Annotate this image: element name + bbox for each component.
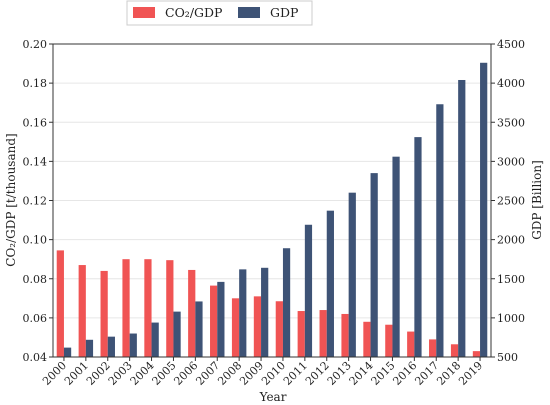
x-tick-label: 2019: [456, 359, 485, 388]
bar-co2-gdp: [363, 321, 371, 357]
bar-co2-gdp: [56, 250, 64, 357]
bar-gdp: [436, 104, 444, 357]
x-tick-label: 2014: [347, 359, 376, 388]
y-right-tick-label: 1000: [497, 312, 525, 325]
bar-co2-gdp: [188, 269, 196, 357]
bar-gdp: [173, 311, 181, 357]
bar-gdp: [85, 339, 94, 357]
bar-co2-gdp: [231, 298, 240, 357]
y-right-tick-label: 2500: [497, 195, 525, 208]
bar-gdp: [63, 347, 72, 357]
x-tick-label: 2011: [281, 359, 310, 388]
y-right-tick-label: 4500: [497, 38, 525, 51]
x-tick-label: 2007: [193, 359, 222, 388]
bar-co2-gdp: [144, 259, 152, 357]
x-tick-label: 2017: [412, 359, 441, 388]
legend-label-co2-gdp: CO₂/GDP: [165, 5, 222, 20]
y-left-tick-label: 0.16: [23, 116, 48, 129]
y-left-tick-label: 0.04: [23, 351, 48, 364]
bar-co2-gdp: [450, 344, 459, 357]
y-left-tick-label: 0.20: [23, 38, 48, 51]
x-tick-label: 2015: [369, 359, 398, 388]
y-left-tick-label: 0.18: [23, 77, 48, 90]
bar-gdp: [151, 322, 159, 357]
bar-co2-gdp: [253, 296, 262, 357]
y-right-tick-label: 3000: [497, 155, 525, 168]
bar-co2-gdp: [319, 310, 327, 357]
y-left-tick-label: 0.08: [23, 273, 48, 286]
bar-co2-gdp: [122, 259, 130, 357]
x-tick-label: 2002: [84, 359, 113, 388]
x-axis-title: Year: [259, 390, 287, 404]
legend-swatch-co2-gdp: [133, 7, 155, 18]
y-left-tick-label: 0.06: [23, 312, 48, 325]
y-left-tick-label: 0.10: [23, 234, 48, 247]
bar-co2-gdp: [407, 331, 415, 357]
bar-gdp: [282, 248, 291, 357]
bar-co2-gdp: [78, 265, 86, 357]
bar-gdp: [370, 173, 378, 357]
bar-co2-gdp: [429, 339, 437, 357]
x-tick-label: 2003: [106, 359, 135, 388]
x-tick-label: 2001: [62, 359, 91, 388]
bar-gdp: [348, 192, 356, 357]
legend-swatch-gdp: [238, 7, 260, 18]
x-tick-label: 2010: [259, 359, 288, 388]
bar-co2-gdp: [275, 301, 283, 357]
axes: 0.04 0.06 0.08 0.10 0.12 0.14 0.16 0.18 0.20 500 1…: [23, 38, 526, 388]
y-right-tick-label: 500: [497, 351, 518, 364]
legend: CO₂/GDP GDP: [126, 0, 313, 26]
bar-gdp: [414, 137, 422, 357]
bar-gdp: [480, 62, 488, 357]
grid: [53, 43, 491, 358]
bar-gdp: [107, 336, 115, 357]
bars: [56, 62, 488, 358]
y-left-tick-label: 0.12: [23, 195, 48, 208]
y-axis-left-title: CO₂/GDP [t/thousand]: [4, 133, 18, 266]
bar-co2-gdp: [385, 324, 393, 357]
legend-box: [126, 0, 313, 26]
x-tick-label: 2013: [325, 359, 354, 388]
x-tick-label: 2012: [303, 359, 332, 388]
x-tick-label: 2016: [390, 359, 419, 388]
y-right-tick-label: 4000: [497, 77, 525, 90]
bar-co2-gdp: [166, 260, 174, 357]
bar-gdp: [195, 301, 203, 357]
x-tick-label: 2006: [171, 359, 200, 388]
x-tick-label: 2008: [215, 359, 244, 388]
y-right-tick-label: 3500: [497, 116, 525, 129]
bar-gdp: [261, 267, 269, 357]
bar-gdp: [129, 333, 137, 357]
bar-gdp: [326, 210, 334, 357]
x-tick-label: 2009: [237, 359, 266, 388]
legend-label-gdp: GDP: [270, 5, 298, 20]
x-tick-label: 2004: [128, 359, 157, 388]
bar-gdp: [304, 224, 313, 357]
bar-gdp: [392, 156, 400, 357]
bar-co2-gdp: [210, 285, 218, 357]
y-right-tick-label: 1500: [497, 273, 525, 286]
y-right-tick-label: 2000: [497, 234, 525, 247]
x-tick-label: 2018: [434, 359, 463, 388]
bar-gdp: [217, 281, 225, 357]
y-axis-right-title: GDP [Billion]: [530, 160, 544, 240]
bar-co2-gdp: [472, 351, 481, 357]
bar-gdp: [239, 269, 247, 357]
bar-gdp: [458, 79, 466, 358]
x-tick-label: 2005: [150, 359, 179, 388]
bar-co2-gdp: [341, 313, 349, 357]
y-left-tick-label: 0.14: [23, 155, 48, 168]
bar-co2-gdp: [297, 311, 305, 357]
bar-co2-gdp: [100, 270, 108, 357]
